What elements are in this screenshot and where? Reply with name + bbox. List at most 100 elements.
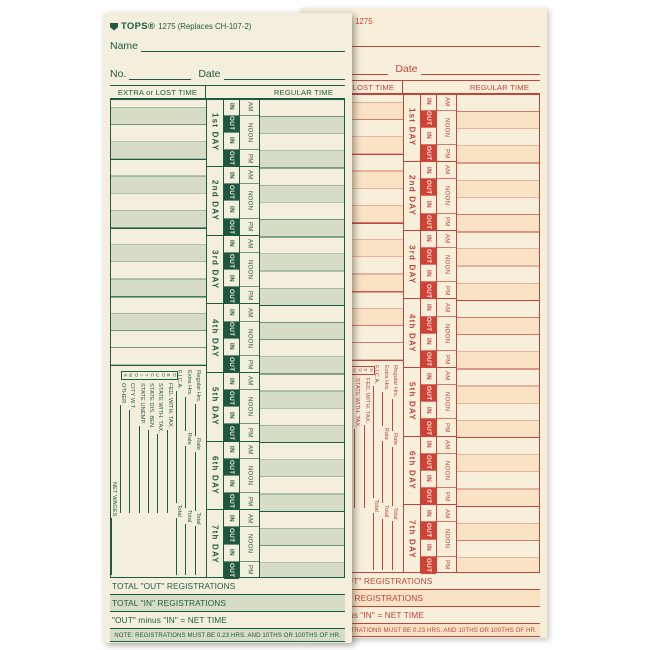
total-in-label: TOTAL "IN" REGISTRATIONS <box>309 593 424 604</box>
deduction-label: STATE UNEMP. <box>138 382 145 424</box>
in-out-day-block: IN OUT IN OUT <box>421 231 436 300</box>
period-day-block: AM NOON PM <box>240 236 259 305</box>
period-cell: NOON <box>437 179 456 214</box>
in-cell: IN <box>421 128 436 145</box>
day-label: 3rd DAY <box>404 231 420 300</box>
out-cell: OUT <box>224 252 239 271</box>
period-cell: AM <box>240 442 259 459</box>
write-line <box>175 390 182 503</box>
form-number: 1275 <box>355 17 373 26</box>
in-cell: IN <box>421 265 436 283</box>
write-line <box>372 512 379 569</box>
total-out-label: TOTAL "OUT" REGISTRATIONS <box>112 581 236 592</box>
out-cell: OUT <box>224 115 239 133</box>
period-day-block: AM NOON PM <box>240 373 259 442</box>
period-cell: AM <box>240 99 259 116</box>
regular-time-column <box>456 93 539 572</box>
in-out-day-block: IN OUT IN OUT <box>224 99 239 168</box>
in-out-day-block: IN OUT IN OUT <box>421 505 436 574</box>
deduction-label: STATE DIS. BEN. <box>148 382 155 429</box>
write-line <box>138 425 145 512</box>
in-cell: IN <box>224 373 239 391</box>
period-day-block: AM NOON PM <box>240 442 259 511</box>
write-line <box>185 445 192 508</box>
date-label: Date <box>395 63 418 75</box>
in-out-day-block: IN OUT IN OUT <box>421 299 436 368</box>
write-line <box>175 517 182 574</box>
out-cell: OUT <box>224 287 239 305</box>
out-cell: OUT <box>224 527 239 545</box>
period-cell: PM <box>443 217 450 227</box>
deduction-row: OTHER <box>119 383 129 514</box>
in-cell: IN <box>224 339 239 356</box>
write-line <box>363 424 370 507</box>
date-write-line <box>223 68 345 80</box>
period-day-block: AM NOON PM <box>240 99 259 168</box>
period-day-block: AM NOON PM <box>240 510 259 579</box>
write-line <box>391 520 398 570</box>
write-line <box>391 398 398 431</box>
in-cell: IN <box>421 196 436 214</box>
day-column: 1st DAY 2nd DAY 3rd DAY 4th DAY 5th DAY 6th D… <box>206 98 223 577</box>
in-cell: IN <box>421 94 436 111</box>
deduction-row: Regular Hrs. Rate Total <box>391 364 401 571</box>
period-cell: NOON <box>240 184 259 219</box>
in-out-day-block: IN OUT IN OUT <box>224 167 239 236</box>
deduction-label: STATE WITH. TAX. <box>354 377 361 428</box>
period-cell: AM <box>240 236 259 253</box>
no-write-line <box>326 63 389 75</box>
deduction-row: STATE WITH. TAX. <box>157 383 166 514</box>
period-cell: NOON <box>437 111 456 145</box>
out-cell: OUT <box>421 213 436 231</box>
out-cell: OUT <box>421 110 436 128</box>
period-cell: NOON <box>437 248 456 283</box>
regular-time-column <box>259 98 344 577</box>
header-regular-time: REGULAR TIME <box>273 87 334 97</box>
deduction-row: FED. WITH. TAX. <box>166 383 176 514</box>
deduction-col-label: Total <box>176 504 183 517</box>
deduction-row: Regular Hrs. Rate Total <box>194 370 204 576</box>
no-date-field-row: No. Date <box>110 68 345 80</box>
period-day-block: AM NOON PM <box>437 505 456 574</box>
out-cell: OUT <box>421 316 436 334</box>
out-cell: OUT <box>421 522 436 540</box>
out-cell: OUT <box>421 282 436 300</box>
totals-section: TOTAL "OUT" REGISTRATIONS TOTAL "IN" REG… <box>307 573 540 638</box>
total-in-row: TOTAL "IN" REGISTRATIONS <box>110 595 345 613</box>
out-cell: OUT <box>421 179 436 197</box>
in-cell: IN <box>421 299 436 317</box>
name-label: Name <box>110 40 139 52</box>
out-cell: OUT <box>224 321 239 339</box>
header-regular-time: REGULAR TIME <box>469 82 530 92</box>
deduction-col-label: Total <box>373 499 380 512</box>
day-label: 5th DAY <box>404 368 420 437</box>
out-cell: OUT <box>224 493 239 511</box>
period-column: AM NOON PM AM NOON PM AM NOON PM AM NOON PM AM NOON PM… <box>436 93 456 574</box>
note-row: NOTE: REGISTRATIONS MUST BE 0.23 HRS. AN… <box>110 629 345 643</box>
header-extra-lost-time: EXTRA or LOST TIME <box>110 86 206 99</box>
period-cell: PM <box>246 290 253 301</box>
total-out-row: TOTAL "OUT" REGISTRATIONS <box>307 573 540 591</box>
period-cell: AM <box>437 162 456 180</box>
deduction-label: Regular Hrs. <box>391 364 398 398</box>
deduction-col-label: Rate <box>194 437 201 450</box>
period-cell: AM <box>437 94 456 111</box>
write-line <box>391 446 398 506</box>
period-cell: NOON <box>240 116 259 150</box>
deductions-rows: Regular Hrs. Rate Total Extra Hrs. Rate Total… <box>110 370 206 576</box>
write-line <box>382 391 389 426</box>
period-cell: NOON <box>437 522 456 557</box>
in-cell: IN <box>224 99 239 116</box>
period-cell: NOON <box>240 390 259 425</box>
period-cell: NOON <box>240 253 259 288</box>
in-out-day-block: IN OUT IN OUT <box>224 236 239 305</box>
header-extra-lost-time: EXTRA or LOST TIME <box>307 81 403 94</box>
day-label: 1st DAY <box>207 99 223 168</box>
period-day-block: AM NOON PM <box>437 162 456 231</box>
in-cell: IN <box>224 304 239 322</box>
in-cell: IN <box>421 540 436 557</box>
day-label: 3rd DAY <box>207 236 223 305</box>
out-cell: OUT <box>421 144 436 163</box>
deduction-row: F.I.C.A. Total <box>372 365 382 571</box>
total-in-row: TOTAL "IN" REGISTRATIONS <box>307 590 540 608</box>
